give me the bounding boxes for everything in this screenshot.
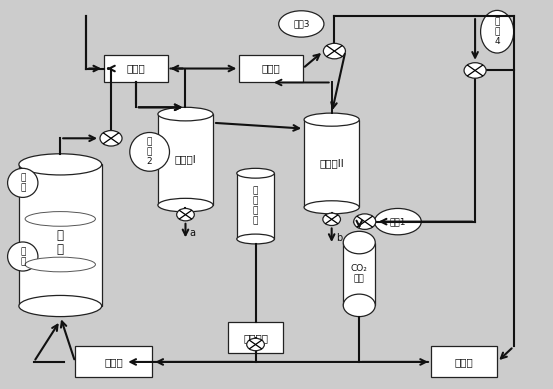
Bar (431, 347, 497, 377)
Text: 阀
门
2: 阀 门 2 (147, 137, 153, 166)
Text: 滤
纸: 滤 纸 (20, 247, 25, 266)
Ellipse shape (19, 295, 102, 317)
Circle shape (323, 213, 341, 226)
Ellipse shape (343, 231, 375, 254)
Bar (75, 347, 153, 377)
Ellipse shape (237, 234, 274, 244)
Ellipse shape (130, 133, 169, 171)
Text: 温控器: 温控器 (127, 63, 145, 74)
Text: 阀
门
4: 阀 门 4 (494, 17, 500, 46)
Bar (228, 322, 283, 354)
Circle shape (176, 209, 194, 221)
Circle shape (247, 338, 264, 351)
Text: 温控器: 温控器 (262, 63, 280, 74)
Ellipse shape (481, 11, 514, 53)
Circle shape (464, 63, 486, 78)
Ellipse shape (8, 168, 38, 197)
Circle shape (324, 43, 346, 59)
Text: 夹
带
剂
罐: 夹 带 剂 罐 (253, 187, 258, 226)
Ellipse shape (237, 168, 274, 178)
Text: 温控器: 温控器 (105, 357, 123, 367)
Bar (304, 120, 359, 207)
Ellipse shape (19, 154, 102, 175)
Ellipse shape (158, 107, 213, 121)
Bar (237, 173, 274, 239)
Text: CO₂
气瓶: CO₂ 气瓶 (351, 265, 368, 284)
Text: 高压泵: 高压泵 (455, 357, 473, 367)
Text: 滤
纸: 滤 纸 (20, 173, 25, 193)
Ellipse shape (343, 294, 375, 317)
Text: 阀门1: 阀门1 (390, 217, 406, 226)
Text: 阀门3: 阀门3 (293, 19, 310, 28)
Text: 夹带剂泵: 夹带剂泵 (243, 333, 268, 343)
Text: 分离釜I: 分离釜I (175, 154, 196, 165)
Ellipse shape (279, 11, 324, 37)
Bar (343, 243, 375, 305)
Bar (19, 165, 102, 306)
Bar (239, 54, 302, 82)
Circle shape (354, 214, 376, 230)
Ellipse shape (304, 113, 359, 126)
Text: 分离釜II: 分离釜II (319, 158, 344, 168)
Bar (158, 114, 213, 205)
Ellipse shape (25, 257, 96, 272)
Ellipse shape (25, 212, 96, 226)
Text: a: a (190, 228, 196, 238)
Ellipse shape (8, 242, 38, 271)
Text: b: b (336, 233, 342, 243)
Text: 萃
取
釜: 萃 取 釜 (57, 214, 64, 256)
Ellipse shape (304, 201, 359, 214)
Bar (104, 54, 168, 82)
Ellipse shape (374, 209, 421, 235)
Ellipse shape (158, 198, 213, 212)
Circle shape (100, 131, 122, 146)
